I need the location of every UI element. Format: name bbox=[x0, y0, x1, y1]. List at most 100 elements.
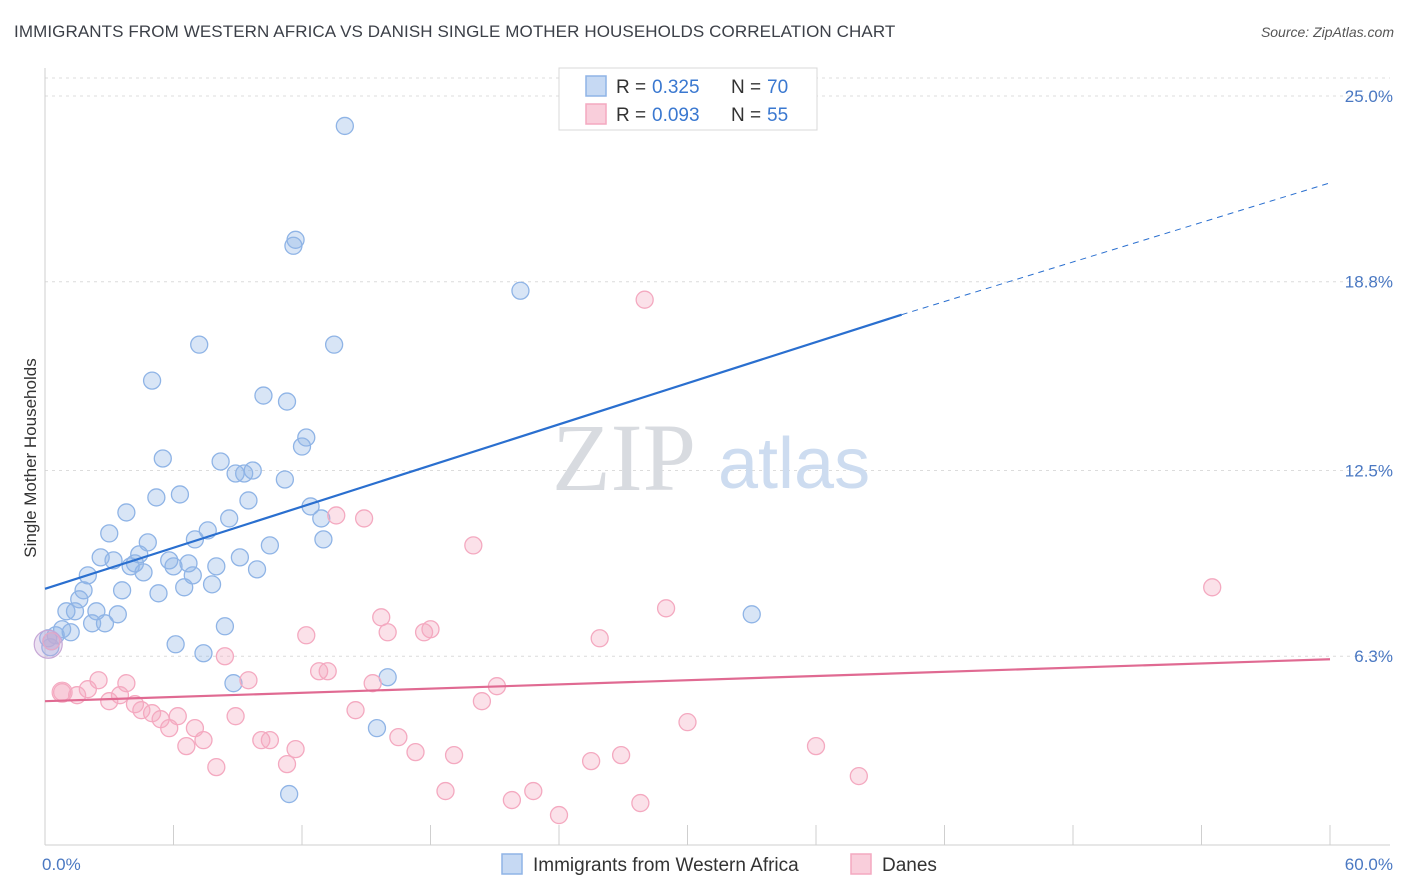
immigrants-point bbox=[220, 509, 239, 528]
danes-point bbox=[226, 707, 245, 726]
immigrants-point bbox=[149, 584, 168, 603]
danes-point bbox=[42, 632, 61, 651]
tick-labels: 6.3% 12.5% 18.8% 25.0% 0.0% 60.0% bbox=[42, 87, 1393, 874]
danes-point bbox=[363, 674, 382, 693]
immigrants-point bbox=[207, 557, 226, 576]
chart-title: IMMIGRANTS FROM WESTERN AFRICA VS DANISH… bbox=[14, 22, 896, 41]
y-axis-label: Single Mother Households bbox=[21, 358, 40, 557]
danes-point bbox=[678, 713, 697, 732]
y-tick-label: 6.3% bbox=[1354, 647, 1393, 666]
danes-point bbox=[286, 739, 305, 759]
immigrants-point bbox=[153, 449, 172, 468]
immigrants-point bbox=[277, 392, 297, 411]
danes-point bbox=[239, 671, 258, 690]
danes-point bbox=[277, 754, 297, 774]
danes-point bbox=[389, 727, 408, 747]
danes-point bbox=[611, 745, 631, 765]
danes-point bbox=[318, 662, 337, 681]
danes-point bbox=[472, 692, 492, 711]
immigrants-point bbox=[185, 530, 205, 549]
immigrants-point bbox=[335, 116, 354, 136]
watermark-atlas: atlas bbox=[718, 424, 870, 504]
immigrants-point bbox=[239, 491, 258, 510]
danes-point bbox=[117, 674, 136, 693]
stats-r-value-1: 0.325 bbox=[652, 77, 700, 98]
stats-n-value-1: 70 bbox=[767, 77, 788, 98]
stats-n-label-2: N = bbox=[731, 105, 761, 126]
immigrants-point bbox=[138, 533, 157, 552]
y-tick-label: 12.5% bbox=[1345, 461, 1393, 480]
stats-n-value-2: 55 bbox=[767, 105, 788, 126]
immigrants-point bbox=[65, 602, 85, 621]
stats-swatch-blue bbox=[585, 75, 607, 97]
immigrants-point bbox=[164, 557, 183, 576]
immigrants-point bbox=[134, 563, 153, 582]
immigrants-point bbox=[215, 617, 235, 636]
immigrants-point bbox=[194, 644, 213, 663]
immigrants-point bbox=[95, 614, 115, 633]
axes bbox=[44, 68, 1390, 846]
immigrants-point bbox=[100, 524, 119, 543]
immigrants-point bbox=[230, 548, 250, 567]
immigrants-point bbox=[70, 590, 89, 609]
immigrants-point bbox=[61, 623, 80, 642]
immigrants-point bbox=[183, 566, 202, 585]
immigrants-point bbox=[286, 230, 305, 249]
immigrants-point bbox=[82, 614, 102, 633]
immigrants-point bbox=[243, 461, 262, 480]
trend-lines bbox=[44, 182, 1331, 703]
legend-swatch-immigrants bbox=[501, 853, 523, 875]
immigrants-point bbox=[742, 605, 761, 624]
danes-point bbox=[581, 751, 601, 771]
immigrants-point bbox=[74, 581, 93, 600]
y-tick-label: 18.8% bbox=[1345, 273, 1393, 292]
danes-point bbox=[806, 736, 826, 756]
danes-point bbox=[631, 793, 650, 813]
immigrants-trend-extension bbox=[901, 182, 1331, 316]
legend-label-immigrants: Immigrants from Western Africa bbox=[533, 855, 799, 876]
danes-point bbox=[524, 781, 543, 801]
immigrants-point bbox=[147, 488, 166, 507]
danes-point bbox=[346, 701, 365, 720]
danes-point bbox=[464, 536, 483, 555]
legend-label-danes: Danes bbox=[882, 855, 937, 876]
immigrants-point bbox=[179, 554, 198, 573]
immigrants-point bbox=[170, 485, 190, 504]
danes-trend-line bbox=[44, 658, 1331, 703]
danes-point bbox=[132, 701, 151, 720]
immigrants-point bbox=[224, 674, 243, 693]
danes-point bbox=[215, 647, 235, 666]
immigrants-point bbox=[41, 638, 60, 657]
immigrants-point bbox=[314, 530, 333, 549]
immigrants-point bbox=[202, 575, 222, 594]
watermark: ZIP atlas bbox=[552, 404, 870, 511]
danes-point bbox=[436, 781, 455, 801]
stats-legend: R = 0.325 N = 70 R = 0.093 N = 55 bbox=[558, 67, 818, 131]
danes-point bbox=[51, 681, 73, 703]
immigrants-point bbox=[292, 437, 312, 456]
danes-point bbox=[849, 766, 868, 786]
danes-point bbox=[590, 629, 609, 648]
source-label: Source: ZipAtlas.com bbox=[1260, 24, 1394, 40]
danes-point bbox=[406, 742, 425, 762]
danes-point bbox=[33, 629, 63, 659]
stats-r-label-1: R = bbox=[616, 77, 646, 98]
danes-point bbox=[297, 626, 316, 645]
stats-r-label-2: R = bbox=[616, 105, 646, 126]
immigrants-point bbox=[312, 509, 331, 528]
x-tick-label: 60.0% bbox=[1345, 855, 1393, 874]
immigrants-point bbox=[279, 784, 299, 804]
danes-point bbox=[194, 730, 213, 750]
series-legend: Immigrants from Western Africa Danes bbox=[501, 853, 937, 876]
danes-point bbox=[635, 290, 654, 309]
immigrants-point bbox=[367, 719, 387, 738]
x-tick-label: 0.0% bbox=[42, 855, 81, 874]
danes-point bbox=[378, 623, 397, 642]
immigrants-point bbox=[142, 371, 162, 390]
immigrants-point bbox=[511, 281, 530, 300]
stats-r-value-2: 0.093 bbox=[652, 105, 700, 126]
immigrants-point bbox=[297, 428, 316, 447]
danes-point bbox=[502, 790, 522, 810]
danes-point bbox=[656, 599, 676, 618]
